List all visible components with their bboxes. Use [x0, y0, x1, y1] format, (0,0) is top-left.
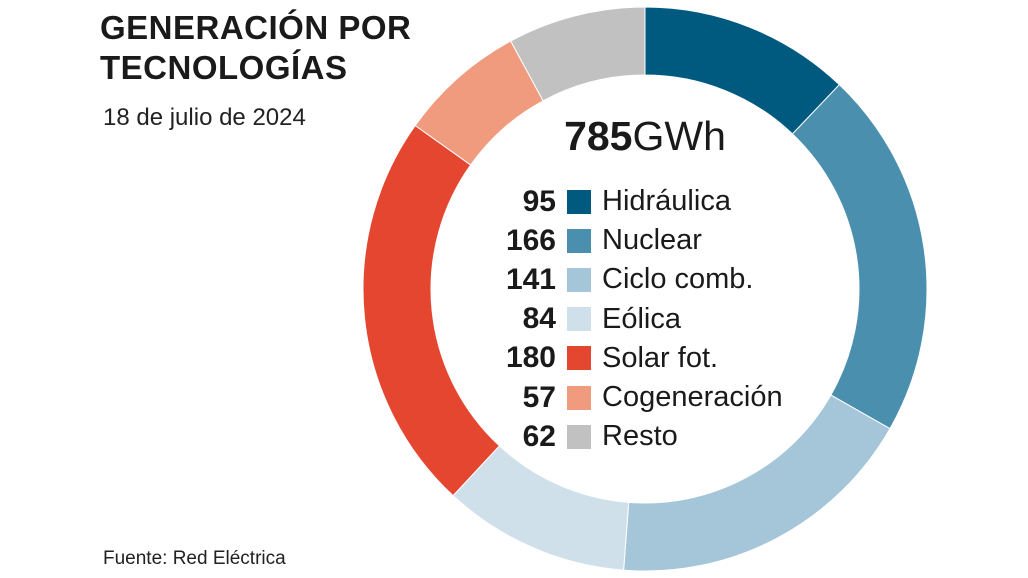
legend-label: Ciclo comb. [602, 263, 754, 296]
legend-value: 57 [522, 380, 556, 414]
chart-title: GENERACIÓN POR TECNOLOGÍAS [100, 8, 411, 88]
legend-swatch [567, 385, 591, 410]
date-subtitle: 18 de julio de 2024 [103, 104, 306, 131]
legend-label: Resto [602, 420, 678, 453]
legend-swatch [567, 307, 591, 332]
legend-value: 141 [505, 262, 556, 296]
legend-swatch [567, 424, 591, 449]
legend: 95 Hidráulica 166 Nuclear 141 Ciclo comb. 84 Eó… [440, 182, 783, 456]
legend-label: Hidráulica [602, 185, 731, 218]
legend-item: 166 Nuclear [440, 221, 783, 260]
title-line-2: TECNOLOGÍAS [100, 49, 348, 86]
legend-label: Cogeneración [602, 381, 783, 414]
legend-label: Solar fot. [602, 341, 719, 374]
legend-swatch [567, 228, 591, 253]
donut-segment-resto [510, 6, 646, 102]
legend-value: 180 [505, 341, 556, 375]
legend-item: 57 Cogeneración [440, 378, 783, 417]
source-note: Fuente: Red Eléctrica [103, 548, 286, 569]
legend-item: 84 Eólica [440, 300, 783, 339]
legend-item: 141 Ciclo comb. [440, 260, 783, 299]
legend-value: 84 [522, 302, 556, 336]
legend-value: 95 [522, 184, 556, 218]
legend-swatch [567, 189, 591, 214]
legend-item: 62 Resto [440, 417, 783, 456]
legend-value: 62 [522, 419, 556, 453]
legend-value: 166 [505, 223, 556, 257]
legend-label: Eólica [602, 302, 681, 335]
legend-label: Nuclear [602, 224, 702, 257]
legend-item: 95 Hidráulica [440, 182, 783, 221]
title-line-1: GENERACIÓN POR [100, 9, 412, 46]
legend-item: 180 Solar fot. [440, 339, 783, 378]
donut-segment-nuclear [791, 83, 928, 430]
legend-swatch [567, 346, 591, 371]
total-unit: GWh [632, 113, 726, 159]
legend-swatch [567, 267, 591, 292]
total-value: 785 [564, 113, 633, 159]
total-label: 785GWh [545, 113, 745, 160]
